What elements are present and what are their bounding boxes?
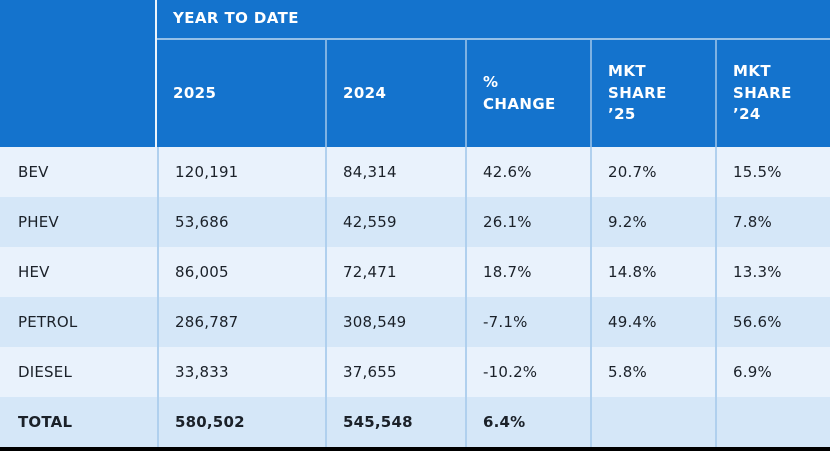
column-header-2025: 2025 — [173, 83, 217, 102]
group-header-year-to-date: YEAR TO DATE — [157, 0, 830, 40]
row-label: PHEV — [18, 213, 59, 231]
column-header-mkt-share-24-label: MKT SHARE ’24 — [733, 61, 792, 124]
cell-pct-change: -10.2% — [465, 347, 590, 397]
cell-mkt-share-25: 49.4% — [590, 297, 715, 347]
cell-2024: 37,655 — [325, 347, 465, 397]
cell-mkt-share-24: 56.6% — [715, 297, 830, 347]
cell-mkt-share-25: 9.2% — [590, 197, 715, 247]
row-label: DIESEL — [18, 363, 73, 381]
table-row-phev: PHEV 53,686 42,559 26.1% 9.2% 7.8% — [0, 197, 830, 247]
cell-mkt-share-25: 14.8% — [590, 247, 715, 297]
column-header-mkt-share-25-label: MKT SHARE ’25 — [608, 61, 667, 124]
cell-2025: 86,005 — [157, 247, 325, 297]
cell-mkt-share-25: 5.8% — [590, 347, 715, 397]
cell-mkt-share-24: 15.5% — [715, 147, 830, 197]
cell-mkt-share-24 — [715, 397, 830, 447]
cell-mkt-share-24: 13.3% — [715, 247, 830, 297]
cell-mkt-share-25: 20.7% — [590, 147, 715, 197]
row-label: TOTAL — [18, 413, 73, 431]
column-header-pct-change: % CHANGE — [465, 40, 590, 147]
table-row-petrol: PETROL 286,787 308,549 -7.1% 49.4% 56.6% — [0, 297, 830, 347]
cell-2025: 286,787 — [157, 297, 325, 347]
column-header-2024: 2024 — [325, 40, 465, 147]
table-row-diesel: DIESEL 33,833 37,655 -10.2% 5.8% 6.9% — [0, 347, 830, 397]
cell-2025: 53,686 — [157, 197, 325, 247]
cell-2025: 33,833 — [157, 347, 325, 397]
cell-mkt-share-25 — [590, 397, 715, 447]
cell-mkt-share-24: 7.8% — [715, 197, 830, 247]
column-header-pct-change-label: % CHANGE — [483, 72, 556, 113]
cell-pct-change: 42.6% — [465, 147, 590, 197]
table-row-total: TOTAL 580,502 545,548 6.4% — [0, 397, 830, 447]
table-row-bev: BEV 120,191 84,314 42.6% 20.7% 15.5% — [0, 147, 830, 197]
row-label: PETROL — [18, 313, 78, 331]
cell-pct-change: 26.1% — [465, 197, 590, 247]
cell-2025: 120,191 — [157, 147, 325, 197]
cell-2024: 84,314 — [325, 147, 465, 197]
cell-2024: 308,549 — [325, 297, 465, 347]
cell-2024: 545,548 — [325, 397, 465, 447]
header-corner-cell — [0, 0, 157, 147]
bottom-border-bar — [0, 447, 830, 451]
cell-2025: 580,502 — [157, 397, 325, 447]
cell-2024: 72,471 — [325, 247, 465, 297]
table-row-hev: HEV 86,005 72,471 18.7% 14.8% 13.3% — [0, 247, 830, 297]
row-label: HEV — [18, 263, 50, 281]
cell-2024: 42,559 — [325, 197, 465, 247]
cell-pct-change: 6.4% — [465, 397, 590, 447]
column-header-mkt-share-24: MKT SHARE ’24 — [715, 40, 830, 147]
cell-pct-change: 18.7% — [465, 247, 590, 297]
cell-mkt-share-24: 6.9% — [715, 347, 830, 397]
table-header: YEAR TO DATE 2025 2024 % CHANGE MKT SHAR… — [0, 0, 830, 147]
column-header-mkt-share-25: MKT SHARE ’25 — [590, 40, 715, 147]
cell-pct-change: -7.1% — [465, 297, 590, 347]
table-body: BEV 120,191 84,314 42.6% 20.7% 15.5% PHE… — [0, 147, 830, 447]
row-label: BEV — [18, 163, 49, 181]
